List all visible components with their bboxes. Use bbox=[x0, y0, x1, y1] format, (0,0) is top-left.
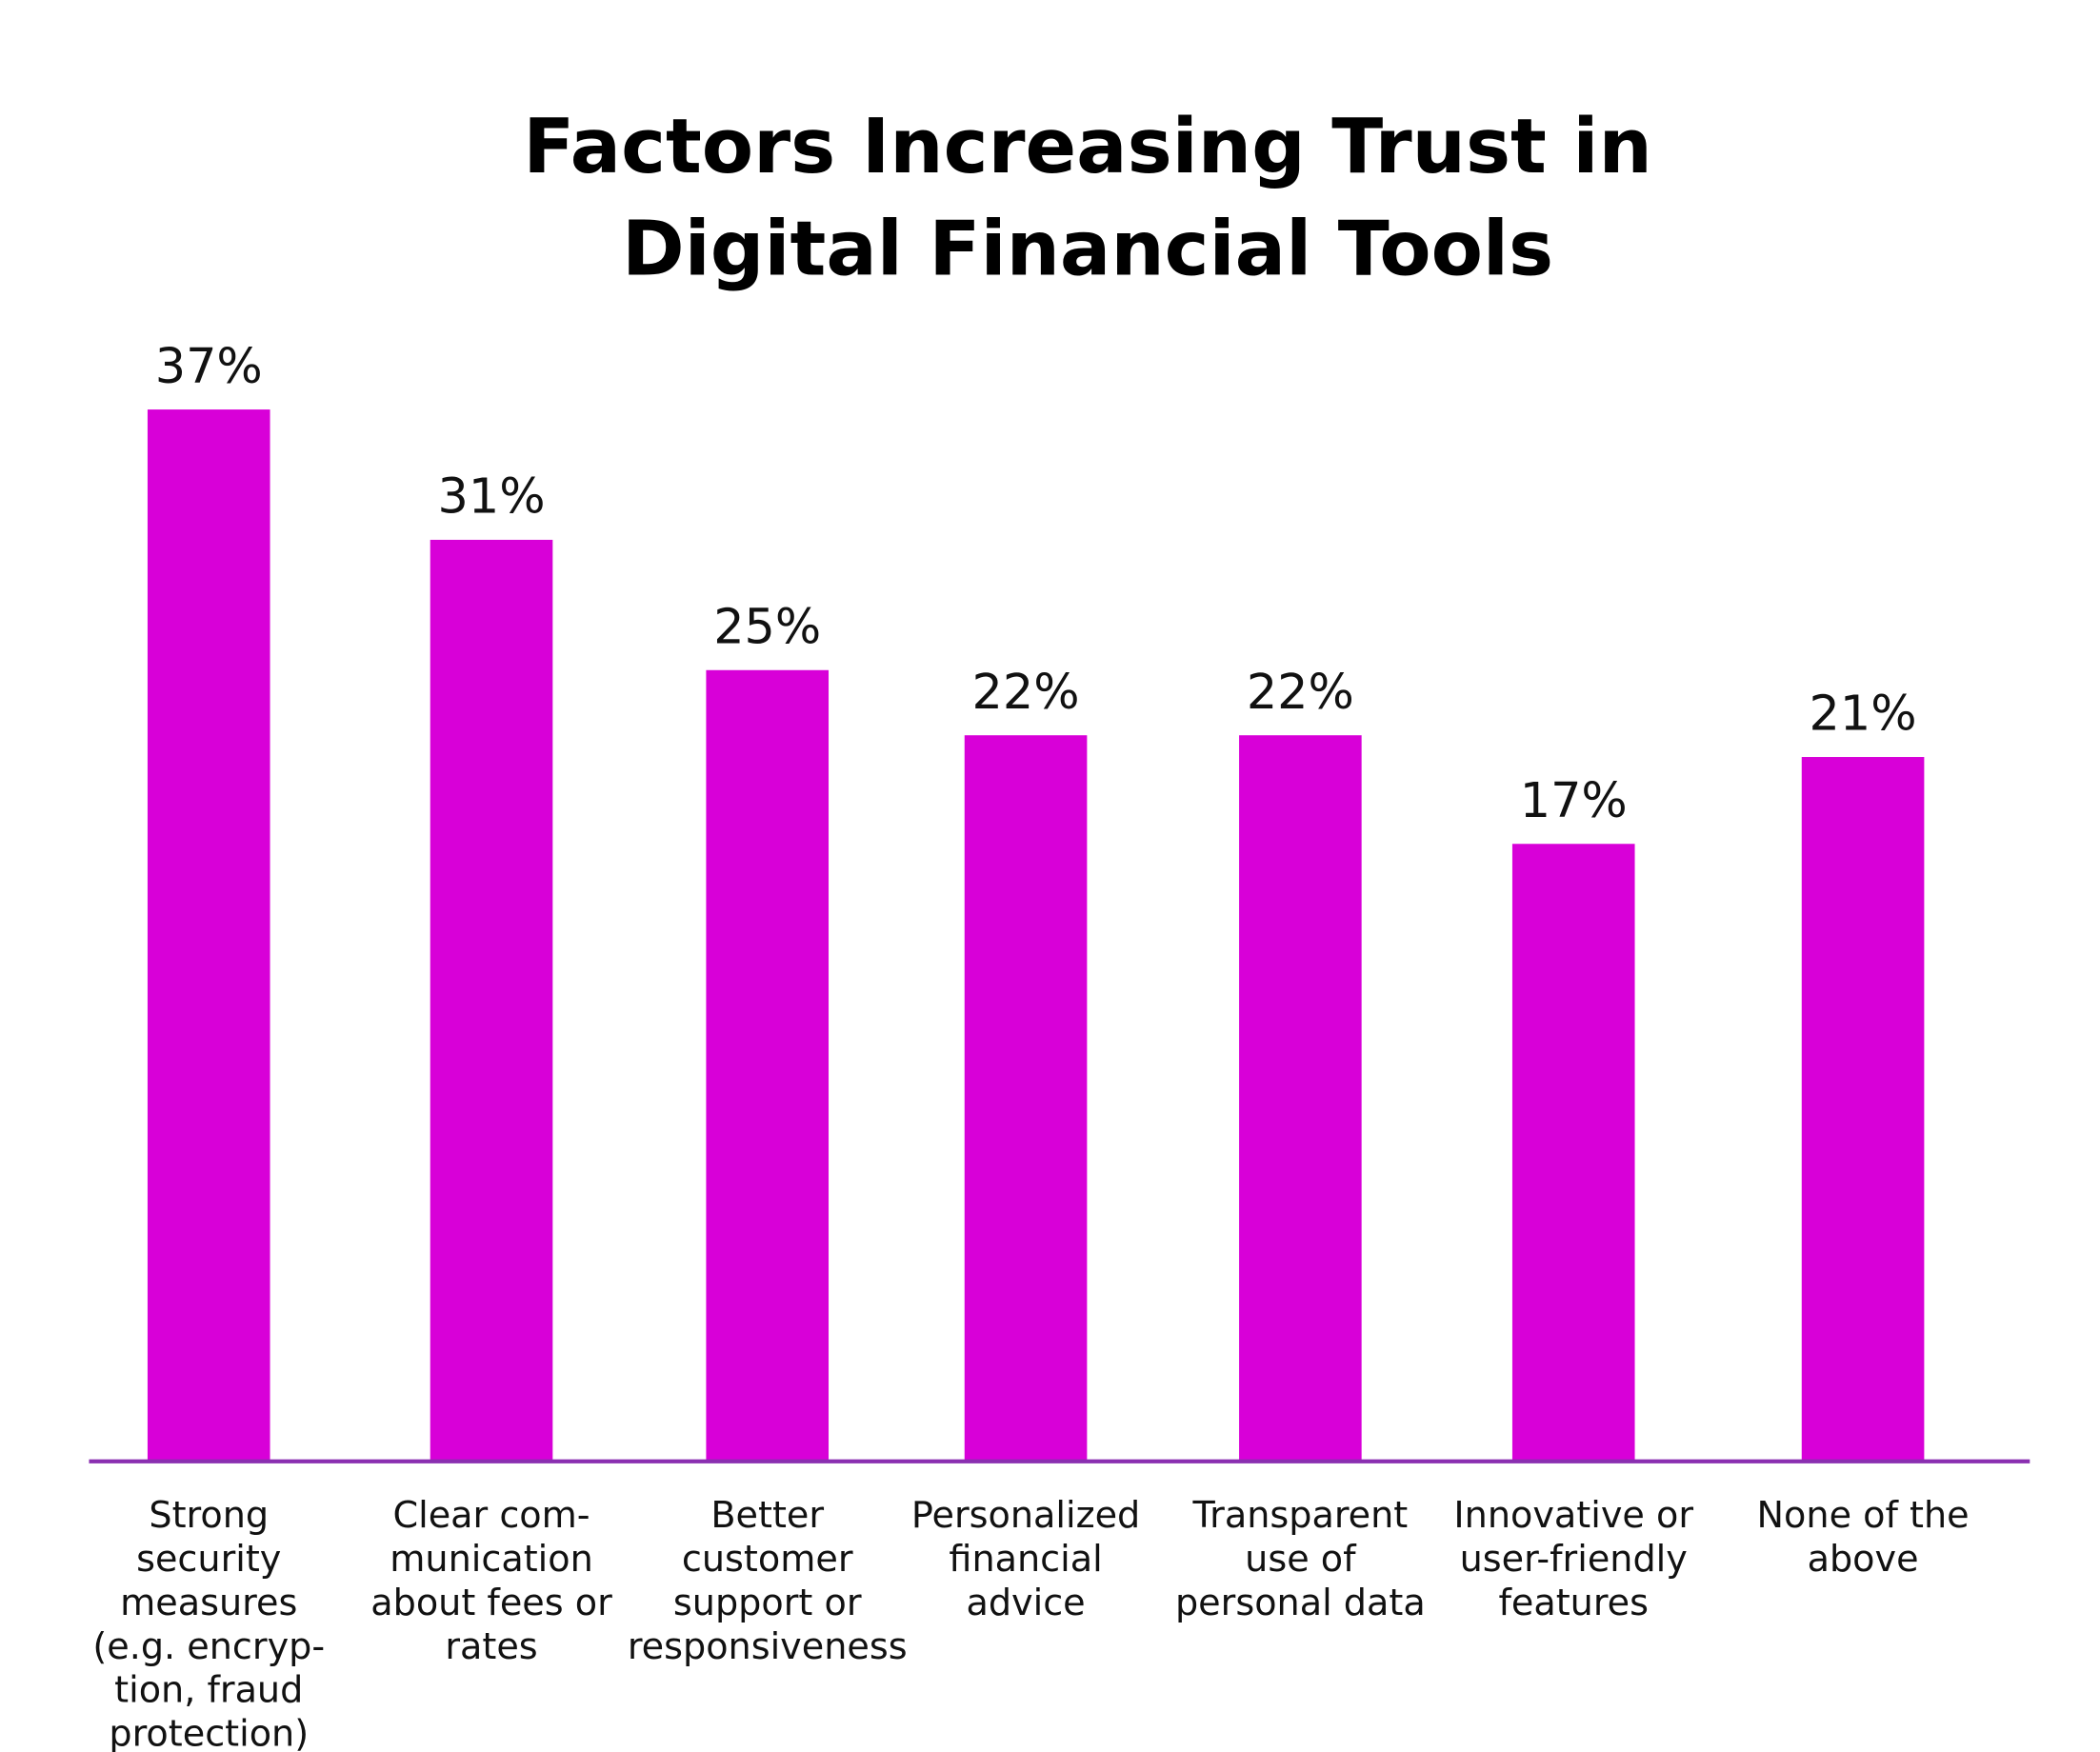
category-label-line: Clear com- bbox=[392, 1494, 590, 1536]
category-label-line: personal data bbox=[1175, 1582, 1426, 1623]
category-label-line: use of bbox=[1245, 1538, 1357, 1580]
category-label-1: Clear com-munication about fees or rates bbox=[370, 1494, 612, 1667]
data-label-5: 17% bbox=[1520, 772, 1628, 828]
data-label-4: 22% bbox=[1247, 664, 1354, 720]
category-label-line: user-friendly bbox=[1460, 1538, 1688, 1580]
category-label-2: Better customer support or responsiveness bbox=[628, 1494, 908, 1667]
category-label-line: munication bbox=[390, 1538, 593, 1580]
category-label-0: Strong security measures (e.g. encryp-tion,… bbox=[92, 1494, 325, 1752]
category-label-6: None of the above bbox=[1757, 1494, 1970, 1580]
category-label-line: Personalized bbox=[911, 1494, 1140, 1536]
category-label-line: above bbox=[1808, 1538, 1919, 1580]
category-label-line: rates bbox=[445, 1625, 537, 1667]
data-label-0: 37% bbox=[155, 338, 263, 394]
category-label-line: Transparent bbox=[1191, 1494, 1408, 1536]
bar-5 bbox=[1511, 844, 1635, 1462]
category-label-5: Innovative or user-friendly features bbox=[1453, 1494, 1693, 1623]
bar-0 bbox=[147, 409, 270, 1462]
category-label-line: (e.g. encryp- bbox=[92, 1625, 325, 1667]
category-label-line: measures bbox=[120, 1582, 297, 1623]
category-label-line: advice bbox=[966, 1582, 1085, 1623]
chart-title-line-2: Digital Financial Tools bbox=[622, 205, 1553, 292]
bar-4 bbox=[1239, 735, 1362, 1462]
bar-2 bbox=[706, 669, 830, 1462]
category-label-line: protection) bbox=[109, 1713, 309, 1752]
data-label-3: 22% bbox=[972, 664, 1080, 720]
chart-title-line-1: Factors Increasing Trust in bbox=[523, 103, 1652, 190]
bar-3 bbox=[964, 735, 1088, 1462]
category-label-line: financial bbox=[949, 1538, 1102, 1580]
bar-1 bbox=[430, 539, 553, 1462]
data-label-6: 21% bbox=[1810, 686, 1917, 742]
category-label-line: about fees or bbox=[370, 1582, 612, 1623]
category-label-line: Innovative or bbox=[1453, 1494, 1693, 1536]
category-label-line: Strong bbox=[149, 1494, 269, 1536]
category-label-line: security bbox=[136, 1538, 281, 1580]
category-label-line: support or bbox=[673, 1582, 862, 1623]
category-label-line: None of the bbox=[1757, 1494, 1970, 1536]
bar-6 bbox=[1801, 757, 1925, 1462]
category-label-3: Personalized financial advice bbox=[911, 1494, 1140, 1623]
category-label-line: features bbox=[1498, 1582, 1649, 1623]
data-label-2: 25% bbox=[713, 599, 821, 655]
category-label-4: Transparent use of personal data bbox=[1175, 1494, 1426, 1623]
category-label-line: customer bbox=[682, 1538, 853, 1580]
category-label-line: tion, fraud bbox=[114, 1669, 303, 1711]
category-label-line: responsiveness bbox=[628, 1625, 908, 1667]
category-label-line: Better bbox=[710, 1494, 824, 1536]
data-label-1: 31% bbox=[437, 468, 545, 525]
